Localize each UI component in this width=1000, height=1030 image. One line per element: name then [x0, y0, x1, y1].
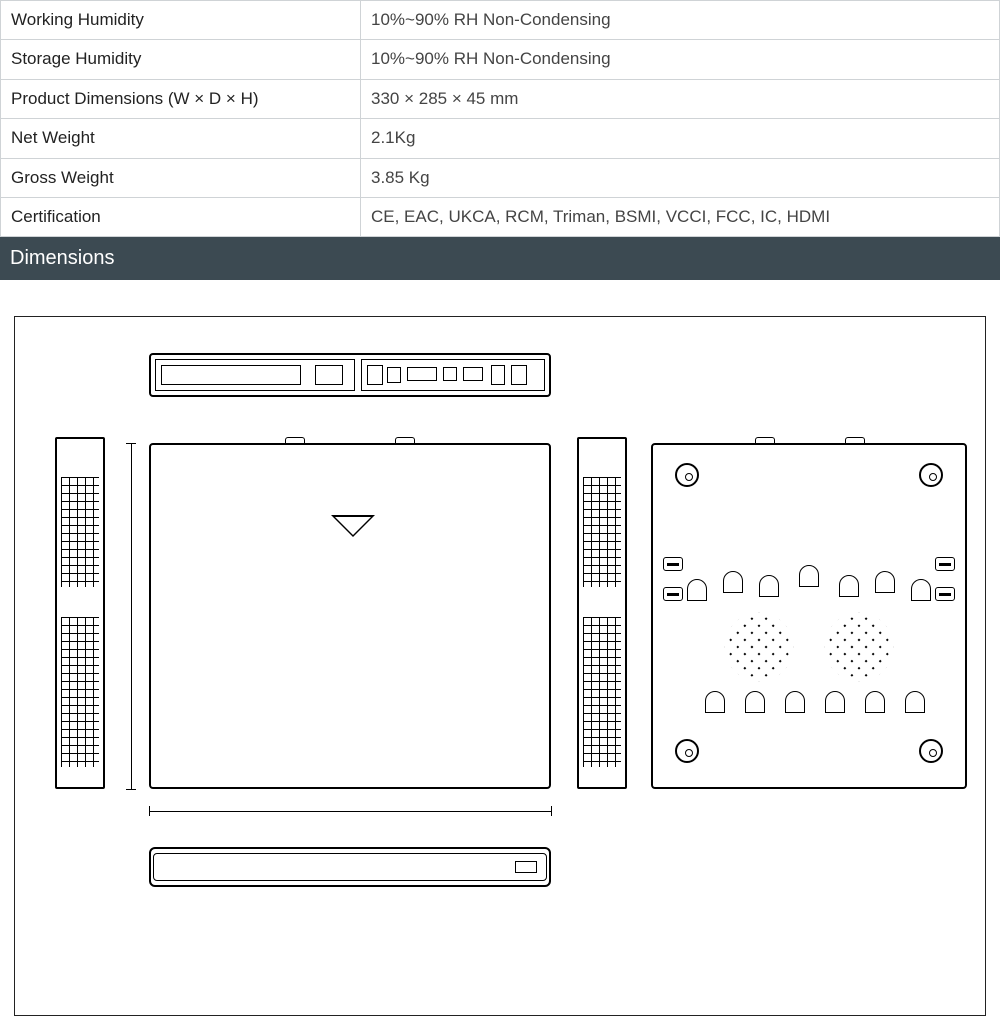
peg-icon [865, 691, 885, 713]
notch [395, 437, 415, 443]
slot-icon [663, 587, 683, 601]
vent-icon [61, 477, 99, 587]
triangle-icon [331, 515, 375, 537]
spec-table: Working Humidity 10%~90% RH Non-Condensi… [0, 0, 1000, 237]
spec-value: 3.85 Kg [361, 158, 1000, 197]
vent-icon [583, 617, 621, 767]
notch [845, 437, 865, 443]
port-icon [387, 367, 401, 383]
peg-icon [705, 691, 725, 713]
table-row: Storage Humidity 10%~90% RH Non-Condensi… [1, 40, 1000, 79]
port-icon [463, 367, 483, 381]
peg-icon [911, 579, 931, 601]
dim-tick-icon [551, 806, 552, 816]
dim-tick-icon [126, 789, 136, 790]
spec-label: Certification [1, 197, 361, 236]
spec-value: 330 × 285 × 45 mm [361, 79, 1000, 118]
table-row: Working Humidity 10%~90% RH Non-Condensi… [1, 1, 1000, 40]
peg-icon [745, 691, 765, 713]
spec-value: CE, EAC, UKCA, RCM, Triman, BSMI, VCCI, … [361, 197, 1000, 236]
peg-icon [875, 571, 895, 593]
top-view [149, 443, 551, 789]
peg-icon [687, 579, 707, 601]
port-icon [161, 365, 301, 385]
spec-label: Product Dimensions (W × D × H) [1, 79, 361, 118]
peg-icon [799, 565, 819, 587]
slot-icon [935, 557, 955, 571]
vent-icon [61, 617, 99, 767]
peg-icon [905, 691, 925, 713]
table-row: Gross Weight 3.85 Kg [1, 158, 1000, 197]
spec-label: Storage Humidity [1, 40, 361, 79]
dim-line-icon [131, 443, 132, 789]
port-icon [511, 365, 527, 385]
peg-icon [825, 691, 845, 713]
port-icon [367, 365, 383, 385]
dim-tick-icon [126, 443, 136, 444]
peg-icon [839, 575, 859, 597]
peg-icon [759, 575, 779, 597]
port-icon [515, 861, 537, 873]
spec-label: Gross Weight [1, 158, 361, 197]
spec-value: 2.1Kg [361, 119, 1000, 158]
table-row: Net Weight 2.1Kg [1, 119, 1000, 158]
port-icon [443, 367, 457, 381]
slot-icon [663, 557, 683, 571]
table-row: Certification CE, EAC, UKCA, RCM, Triman… [1, 197, 1000, 236]
port-icon [407, 367, 437, 381]
section-dimensions: Dimensions [0, 237, 1000, 280]
spec-value: 10%~90% RH Non-Condensing [361, 1, 1000, 40]
notch [285, 437, 305, 443]
front-panel-inner [153, 853, 547, 881]
peg-icon [723, 571, 743, 593]
spec-value: 10%~90% RH Non-Condensing [361, 40, 1000, 79]
vent-icon [583, 477, 621, 587]
spec-label: Net Weight [1, 119, 361, 158]
bottom-view [651, 443, 967, 789]
dimensions-diagram [14, 316, 986, 1016]
port-icon [315, 365, 343, 385]
peg-icon [785, 691, 805, 713]
dim-tick-icon [149, 806, 150, 816]
spec-label: Working Humidity [1, 1, 361, 40]
notch [755, 437, 775, 443]
slot-icon [935, 587, 955, 601]
port-icon [491, 365, 505, 385]
dim-line-icon [149, 811, 551, 812]
table-row: Product Dimensions (W × D × H) 330 × 285… [1, 79, 1000, 118]
